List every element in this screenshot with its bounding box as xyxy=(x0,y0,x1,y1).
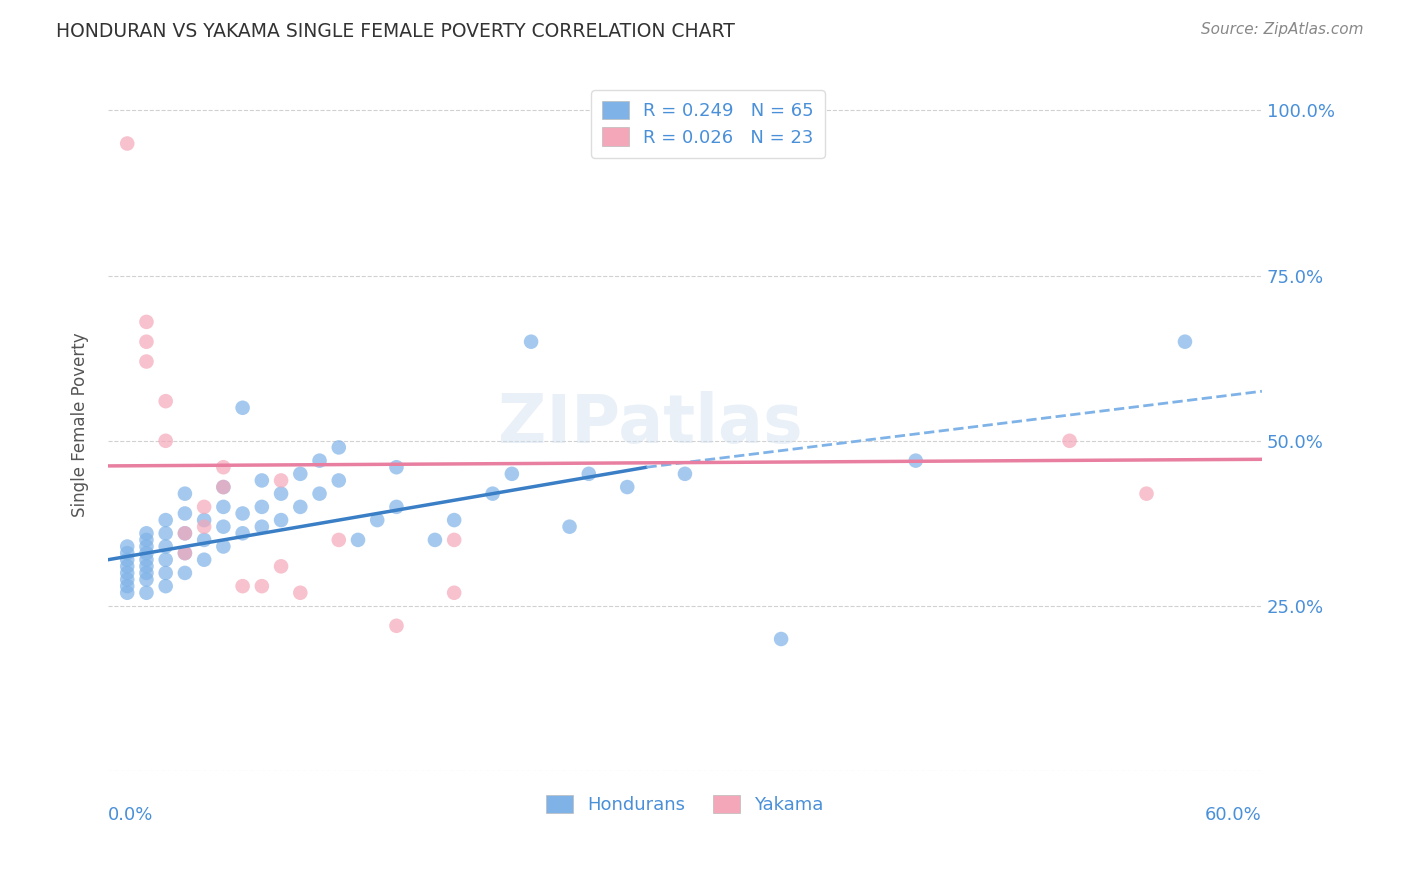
Point xyxy=(135,533,157,547)
Text: ZIPatlas: ZIPatlas xyxy=(498,392,803,458)
Point xyxy=(135,566,157,580)
Point xyxy=(135,354,157,368)
Point xyxy=(212,500,235,514)
Point xyxy=(328,441,350,455)
Point xyxy=(193,519,215,533)
Text: Source: ZipAtlas.com: Source: ZipAtlas.com xyxy=(1201,22,1364,37)
Point xyxy=(578,467,600,481)
Point xyxy=(174,526,197,541)
Point xyxy=(135,546,157,560)
Point xyxy=(385,619,408,633)
Point xyxy=(270,486,292,500)
Point xyxy=(616,480,638,494)
Point xyxy=(155,566,177,580)
Point xyxy=(135,573,157,587)
Point xyxy=(174,546,197,560)
Text: 0.0%: 0.0% xyxy=(108,805,153,824)
Point xyxy=(155,434,177,448)
Point xyxy=(135,552,157,566)
Point xyxy=(174,507,197,521)
Point xyxy=(193,533,215,547)
Point xyxy=(115,573,138,587)
Point xyxy=(481,486,503,500)
Point xyxy=(250,519,273,533)
Point xyxy=(270,559,292,574)
Point xyxy=(308,486,330,500)
Point xyxy=(115,579,138,593)
Point xyxy=(155,526,177,541)
Point xyxy=(155,579,177,593)
Point xyxy=(443,533,465,547)
Point xyxy=(212,460,235,475)
Point xyxy=(155,552,177,566)
Point xyxy=(366,513,388,527)
Point xyxy=(501,467,523,481)
Point xyxy=(290,586,312,600)
Point xyxy=(193,552,215,566)
Point xyxy=(423,533,446,547)
Point xyxy=(155,394,177,409)
Point xyxy=(135,334,157,349)
Point xyxy=(115,546,138,560)
Point xyxy=(232,579,254,593)
Point xyxy=(155,513,177,527)
Point xyxy=(115,136,138,151)
Point xyxy=(290,467,312,481)
Point xyxy=(174,526,197,541)
Point xyxy=(135,540,157,554)
Text: HONDURAN VS YAKAMA SINGLE FEMALE POVERTY CORRELATION CHART: HONDURAN VS YAKAMA SINGLE FEMALE POVERTY… xyxy=(56,22,735,41)
Point xyxy=(232,526,254,541)
Point xyxy=(212,480,235,494)
Point xyxy=(443,513,465,527)
Point xyxy=(232,507,254,521)
Point xyxy=(520,334,543,349)
Point xyxy=(115,552,138,566)
Point xyxy=(385,460,408,475)
Point xyxy=(328,474,350,488)
Point xyxy=(270,474,292,488)
Point xyxy=(212,519,235,533)
Legend: Hondurans, Yakama: Hondurans, Yakama xyxy=(538,788,831,821)
Point xyxy=(135,315,157,329)
Point xyxy=(385,500,408,514)
Point xyxy=(270,513,292,527)
Point xyxy=(155,540,177,554)
Point xyxy=(193,500,215,514)
Point xyxy=(1059,434,1081,448)
Point xyxy=(174,546,197,560)
Point xyxy=(135,559,157,574)
Point xyxy=(174,486,197,500)
Point xyxy=(115,559,138,574)
Point xyxy=(250,474,273,488)
Point xyxy=(347,533,370,547)
Point xyxy=(328,533,350,547)
Point xyxy=(212,480,235,494)
Point xyxy=(290,500,312,514)
Point xyxy=(558,519,581,533)
Point xyxy=(250,500,273,514)
Point xyxy=(115,586,138,600)
Point xyxy=(212,540,235,554)
Point xyxy=(443,586,465,600)
Point xyxy=(250,579,273,593)
Point xyxy=(232,401,254,415)
Point xyxy=(904,453,927,467)
Point xyxy=(1174,334,1197,349)
Y-axis label: Single Female Poverty: Single Female Poverty xyxy=(72,332,89,516)
Point xyxy=(673,467,696,481)
Point xyxy=(1135,486,1157,500)
Point xyxy=(308,453,330,467)
Point xyxy=(193,513,215,527)
Point xyxy=(135,586,157,600)
Text: 60.0%: 60.0% xyxy=(1205,805,1263,824)
Point xyxy=(135,526,157,541)
Point xyxy=(174,566,197,580)
Point xyxy=(115,566,138,580)
Point xyxy=(770,632,793,646)
Point xyxy=(115,540,138,554)
